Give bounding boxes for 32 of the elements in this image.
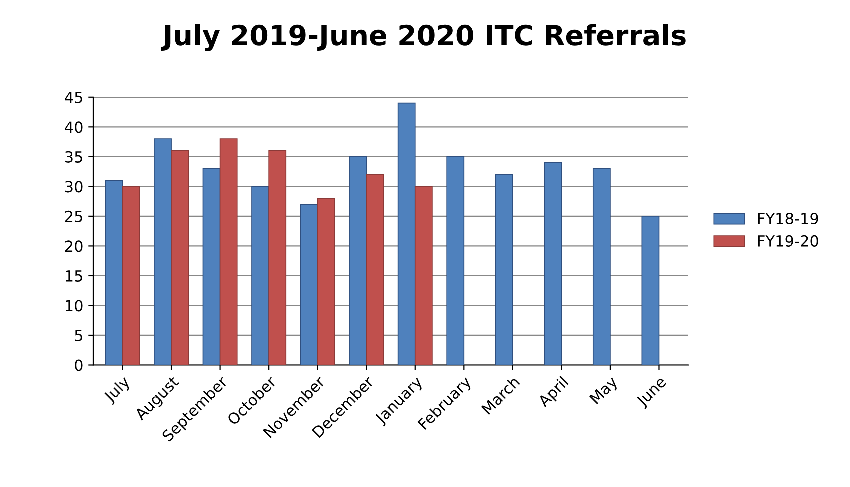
y-tick-label: 0: [75, 360, 83, 372]
bar: [398, 102, 416, 366]
bar: [366, 174, 384, 366]
y-tick-label: 25: [65, 210, 82, 222]
bar: [349, 156, 368, 366]
bar: [446, 156, 465, 366]
y-tick-label: 45: [65, 92, 82, 104]
bar: [171, 150, 190, 366]
legend-label: FY19-20: [758, 235, 818, 247]
bar: [414, 186, 433, 366]
bar: [317, 198, 336, 366]
bar: [252, 186, 270, 366]
chart-title: July 2019-June 2020 ITC Referrals: [161, 24, 686, 52]
y-tick-label: 15: [66, 270, 82, 282]
y-tick-label: 40: [65, 122, 83, 134]
bar: [268, 150, 287, 366]
bar: [495, 174, 514, 366]
bar: [105, 180, 124, 366]
bar: [220, 138, 238, 366]
bar: [642, 216, 660, 366]
legend-label: FY18-19: [758, 212, 818, 225]
y-tick-label: 20: [65, 240, 83, 252]
bar: [544, 162, 562, 366]
bar: [122, 186, 140, 366]
bar: [154, 138, 172, 366]
bar: [202, 168, 221, 366]
bar: [592, 168, 611, 366]
y-tick-label: 35: [66, 151, 82, 163]
y-tick-label: 30: [66, 181, 83, 193]
bar: [300, 204, 318, 366]
y-tick-label: 10: [66, 300, 83, 312]
y-tick-label: 5: [75, 330, 82, 342]
